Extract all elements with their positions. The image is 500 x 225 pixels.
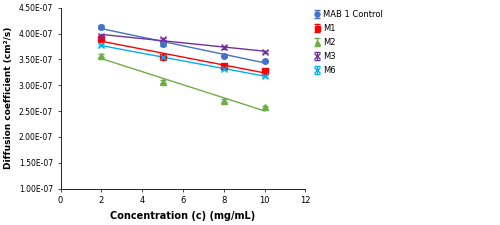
Y-axis label: Diffusion coefficient (cm²/s): Diffusion coefficient (cm²/s) (4, 27, 13, 169)
X-axis label: Concentration (c) (mg/mL): Concentration (c) (mg/mL) (110, 211, 256, 221)
Legend: MAB 1 Control, M1, M2, M3, M6: MAB 1 Control, M1, M2, M3, M6 (312, 8, 384, 77)
